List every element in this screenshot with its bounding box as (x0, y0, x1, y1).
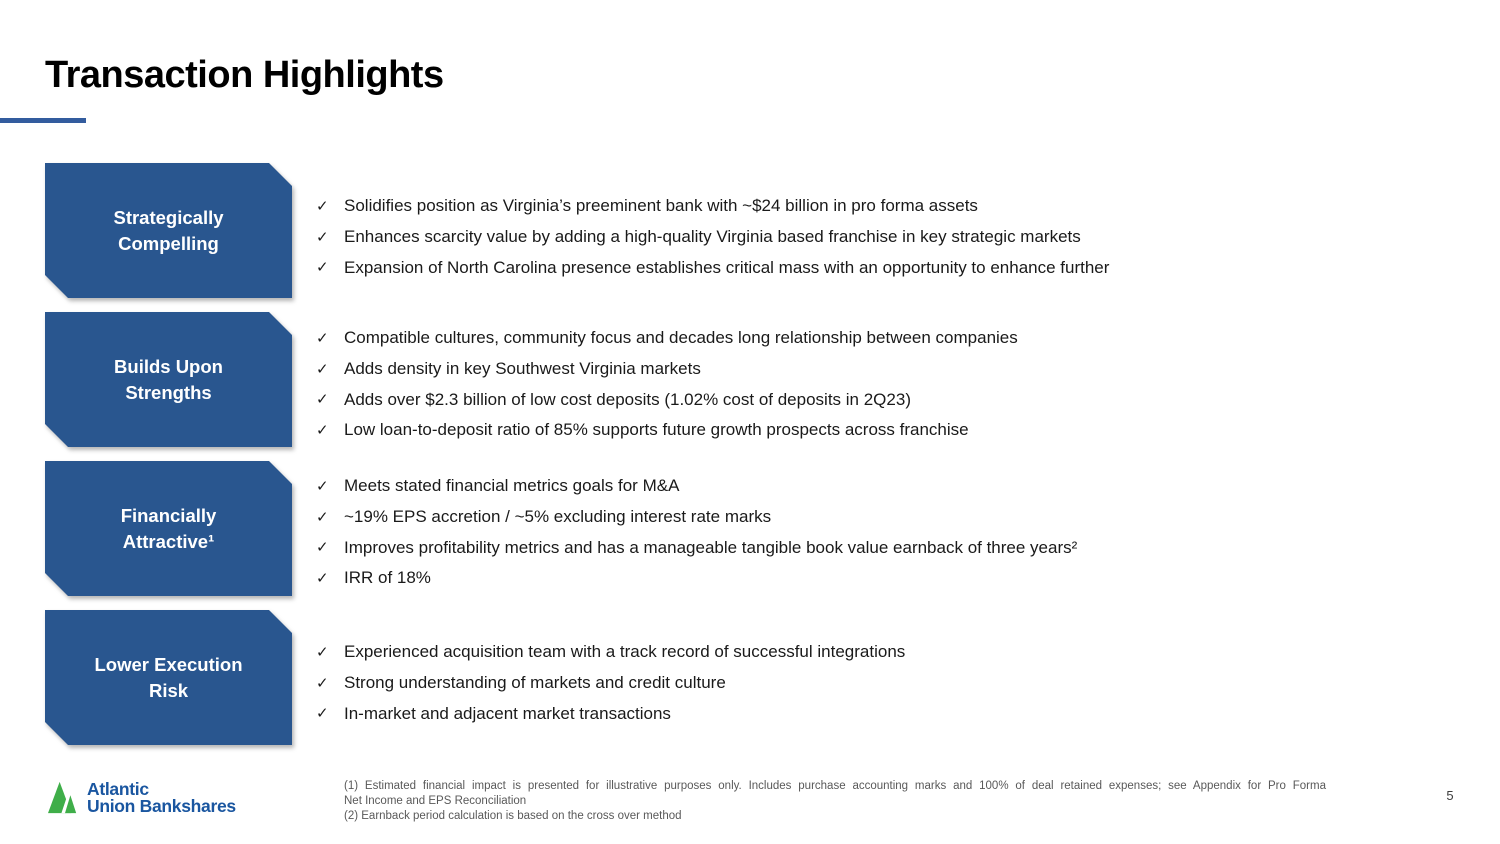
chevron-shape: Builds Upon Strengths (45, 312, 292, 447)
bullet-item: ✓ Compatible cultures, community focus a… (316, 323, 1466, 354)
company-logo: Atlantic Union Bankshares (48, 780, 236, 815)
bullet-text: IRR of 18% (344, 568, 431, 588)
bullet-list-builds-upon-strengths: ✓ Compatible cultures, community focus a… (316, 323, 1466, 446)
bullet-text: Experienced acquisition team with a trac… (344, 642, 906, 662)
bullet-item: ✓ ~19% EPS accretion / ~5% excluding int… (316, 502, 1466, 533)
bullet-item: ✓ Solidifies position as Virginia’s pree… (316, 191, 1466, 222)
check-icon: ✓ (316, 507, 329, 526)
bullet-text: Strong understanding of markets and cred… (344, 673, 726, 693)
check-icon: ✓ (316, 704, 329, 723)
footnote-1-line-1: (1) Estimated financial impact is presen… (344, 780, 1326, 792)
bullet-text: Meets stated financial metrics goals for… (344, 476, 680, 496)
section-label: Builds Upon Strengths (114, 355, 223, 403)
chevron-shape: Strategically Compelling (45, 163, 292, 298)
bullet-text: Solidifies position as Virginia’s preemi… (344, 196, 978, 216)
bullet-text: Low loan-to-deposit ratio of 85% support… (344, 420, 969, 440)
bullet-item: ✓ Adds over $2.3 billion of low cost dep… (316, 384, 1466, 415)
check-icon: ✓ (316, 673, 329, 692)
page-title: Transaction Highlights (45, 54, 444, 96)
check-icon: ✓ (316, 476, 329, 495)
bullet-list-strategically-compelling: ✓ Solidifies position as Virginia’s pree… (316, 191, 1466, 283)
bullet-text: Compatible cultures, community focus and… (344, 328, 1018, 348)
check-icon: ✓ (316, 227, 329, 246)
section-label: Financially Attractive¹ (120, 504, 217, 552)
bullet-text: Improves profitability metrics and has a… (344, 537, 1078, 557)
logo-line-1: Atlantic (87, 779, 149, 799)
check-icon: ✓ (316, 328, 329, 347)
footnote-1-line-2: Net Income and EPS Reconciliation (344, 795, 527, 807)
section-label: Strategically Compelling (113, 206, 224, 254)
bullet-text: In-market and adjacent market transactio… (344, 703, 671, 723)
check-icon: ✓ (316, 568, 329, 587)
bullet-item: ✓ Low loan-to-deposit ratio of 85% suppo… (316, 415, 1466, 446)
bullet-item: ✓ Experienced acquisition team with a tr… (316, 637, 1466, 668)
bullet-text: ~19% EPS accretion / ~5% excluding inter… (344, 507, 772, 527)
bullet-item: ✓ Expansion of North Carolina presence e… (316, 252, 1466, 283)
bullet-list-financially-attractive: ✓ Meets stated financial metrics goals f… (316, 471, 1466, 594)
chevron-shape: Financially Attractive¹ (45, 461, 292, 596)
check-icon: ✓ (316, 359, 329, 378)
logo-triangle-icon (48, 781, 79, 814)
check-icon: ✓ (316, 538, 329, 557)
bullet-text: Adds over $2.3 billion of low cost depos… (344, 389, 911, 409)
logo-line-2: Union Bankshares (87, 795, 236, 816)
check-icon: ✓ (316, 196, 329, 215)
bullet-item: ✓ IRR of 18% (316, 563, 1466, 594)
check-icon: ✓ (316, 258, 329, 277)
footnote-2: (2) Earnback period calculation is based… (344, 810, 682, 822)
bullet-item: ✓ Enhances scarcity value by adding a hi… (316, 222, 1466, 253)
logo-wordmark: Atlantic Union Bankshares (87, 781, 236, 814)
bullet-text: Enhances scarcity value by adding a high… (344, 227, 1081, 247)
bullet-list-lower-execution-risk: ✓ Experienced acquisition team with a tr… (316, 637, 1466, 729)
section-shape-strategically-compelling: Strategically Compelling (45, 163, 292, 298)
check-icon: ✓ (316, 642, 329, 661)
page-number: 5 (1446, 788, 1454, 803)
bullet-item: ✓ Meets stated financial metrics goals f… (316, 471, 1466, 502)
bullet-text: Adds density in key Southwest Virginia m… (344, 359, 701, 379)
bullet-item: ✓ Adds density in key Southwest Virginia… (316, 354, 1466, 385)
bullet-text: Expansion of North Carolina presence est… (344, 257, 1110, 277)
section-shape-lower-execution-risk: Lower Execution Risk (45, 610, 292, 745)
section-shape-builds-upon-strengths: Builds Upon Strengths (45, 312, 292, 447)
section-label: Lower Execution Risk (94, 653, 243, 701)
footnotes: (1) Estimated financial impact is presen… (344, 779, 1326, 824)
title-accent-line (0, 118, 86, 123)
check-icon: ✓ (316, 390, 329, 409)
bullet-item: ✓ In-market and adjacent market transact… (316, 698, 1466, 729)
bullet-item: ✓ Strong understanding of markets and cr… (316, 668, 1466, 699)
check-icon: ✓ (316, 420, 329, 439)
chevron-shape: Lower Execution Risk (45, 610, 292, 745)
bullet-item: ✓ Improves profitability metrics and has… (316, 532, 1466, 563)
section-shape-financially-attractive: Financially Attractive¹ (45, 461, 292, 596)
